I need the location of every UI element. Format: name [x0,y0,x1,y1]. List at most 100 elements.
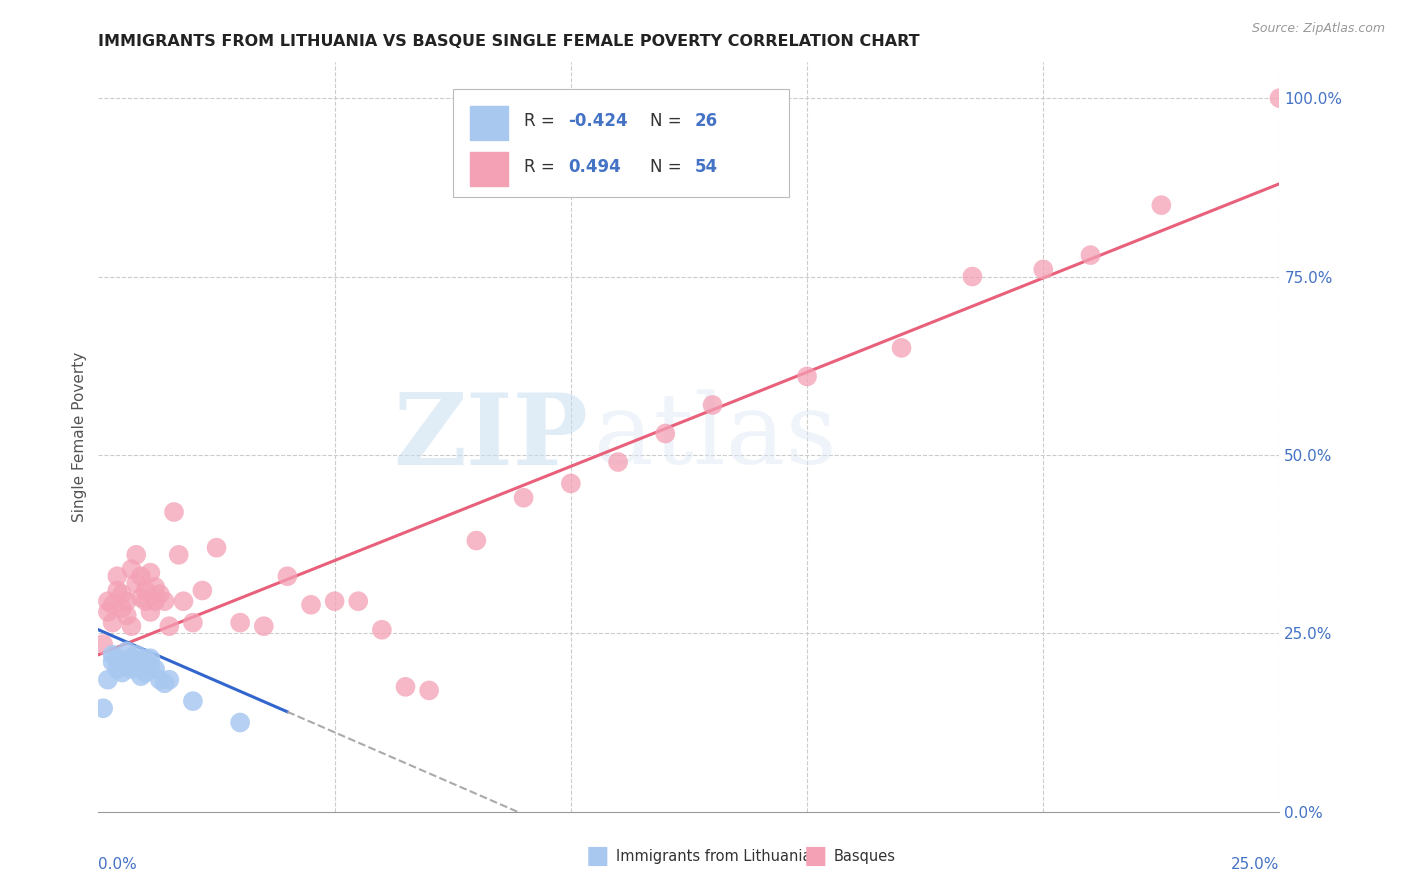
Point [394,680,416,694]
Point [167,548,190,562]
Point [139,651,162,665]
Text: R =: R = [523,112,560,130]
Point [125,648,148,662]
Point [299,598,322,612]
Point [143,662,166,676]
Point [702,398,724,412]
Point [129,655,152,669]
Text: N =: N = [650,159,688,177]
Point [139,658,162,673]
Point [91,701,114,715]
Point [229,615,252,630]
Point [129,569,152,583]
Point [139,566,162,580]
Point [101,615,124,630]
Point [125,658,148,673]
Point [1150,198,1173,212]
Text: atlas: atlas [595,389,837,485]
Point [121,562,143,576]
Point [418,683,440,698]
Point [135,651,157,665]
Point [135,594,157,608]
Point [172,594,194,608]
Point [111,665,134,680]
Point [149,587,172,601]
Point [135,583,157,598]
Point [163,505,186,519]
Point [129,669,152,683]
Point [654,426,676,441]
Point [143,594,166,608]
Point [111,601,134,615]
Text: Basques: Basques [834,849,896,863]
Text: Source: ZipAtlas.com: Source: ZipAtlas.com [1251,22,1385,36]
Point [1032,262,1054,277]
Point [560,476,582,491]
Point [135,665,157,680]
Point [111,587,134,601]
Point [149,673,172,687]
FancyBboxPatch shape [453,88,789,197]
Point [121,619,143,633]
Point [157,619,180,633]
Text: 25.0%: 25.0% [1232,856,1279,871]
Point [97,594,120,608]
Point [139,605,162,619]
Point [97,605,120,619]
Point [153,676,176,690]
Point [101,655,124,669]
Point [105,569,128,583]
Point [121,651,143,665]
Point [229,715,252,730]
Text: Immigrants from Lithuania: Immigrants from Lithuania [616,849,811,863]
Point [153,594,176,608]
Point [101,598,124,612]
Point [1268,91,1291,105]
Text: -0.424: -0.424 [568,112,628,130]
Point [125,548,148,562]
Text: ZIP: ZIP [394,389,589,485]
Text: 26: 26 [695,112,718,130]
Point [97,673,120,687]
Point [1080,248,1102,262]
Point [115,608,138,623]
Point [191,583,214,598]
Point [105,651,128,665]
Point [181,694,204,708]
Point [962,269,984,284]
Y-axis label: Single Female Poverty: Single Female Poverty [72,352,87,522]
Point [512,491,534,505]
Bar [471,153,508,186]
Text: 0.494: 0.494 [568,159,621,177]
Point [253,619,276,633]
Bar [471,106,508,140]
Point [371,623,394,637]
Text: 54: 54 [695,159,718,177]
Point [890,341,912,355]
Point [115,644,138,658]
Point [121,662,143,676]
Point [101,648,124,662]
Point [323,594,346,608]
Point [91,637,114,651]
Point [181,615,204,630]
Point [607,455,630,469]
Point [115,658,138,673]
Point [276,569,298,583]
Point [347,594,370,608]
Point [205,541,228,555]
Point [105,583,128,598]
Text: 0.0%: 0.0% [98,856,138,871]
Text: R =: R = [523,159,565,177]
Text: IMMIGRANTS FROM LITHUANIA VS BASQUE SINGLE FEMALE POVERTY CORRELATION CHART: IMMIGRANTS FROM LITHUANIA VS BASQUE SING… [98,34,920,49]
Point [125,576,148,591]
Point [105,662,128,676]
Point [465,533,488,548]
Text: ■: ■ [804,845,827,868]
Point [143,580,166,594]
Point [115,594,138,608]
Point [157,673,180,687]
Text: ■: ■ [586,845,609,868]
Point [111,655,134,669]
Text: N =: N = [650,112,688,130]
